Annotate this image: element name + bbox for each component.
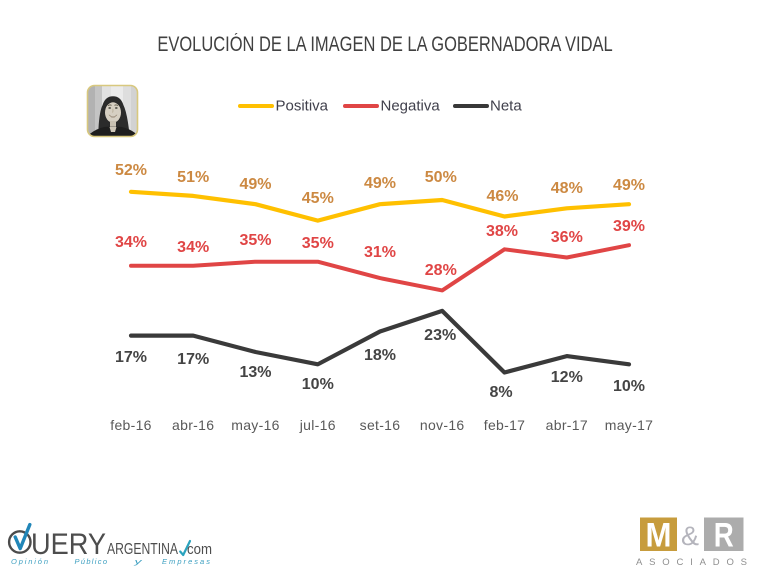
svg-text:UERY: UERY — [31, 528, 106, 561]
svg-text:R: R — [714, 517, 734, 555]
svg-text:M: M — [646, 517, 672, 555]
svg-text:y: y — [133, 557, 144, 566]
svg-text:Empresas: Empresas — [162, 557, 210, 566]
svg-text:Opinión: Opinión — [11, 557, 48, 566]
svg-text:&: & — [681, 521, 699, 551]
svg-text:ASOCIADOS: ASOCIADOS — [636, 557, 747, 568]
svg-text:com: com — [187, 542, 212, 558]
svg-text:ARGENTINA: ARGENTINA — [107, 541, 179, 558]
